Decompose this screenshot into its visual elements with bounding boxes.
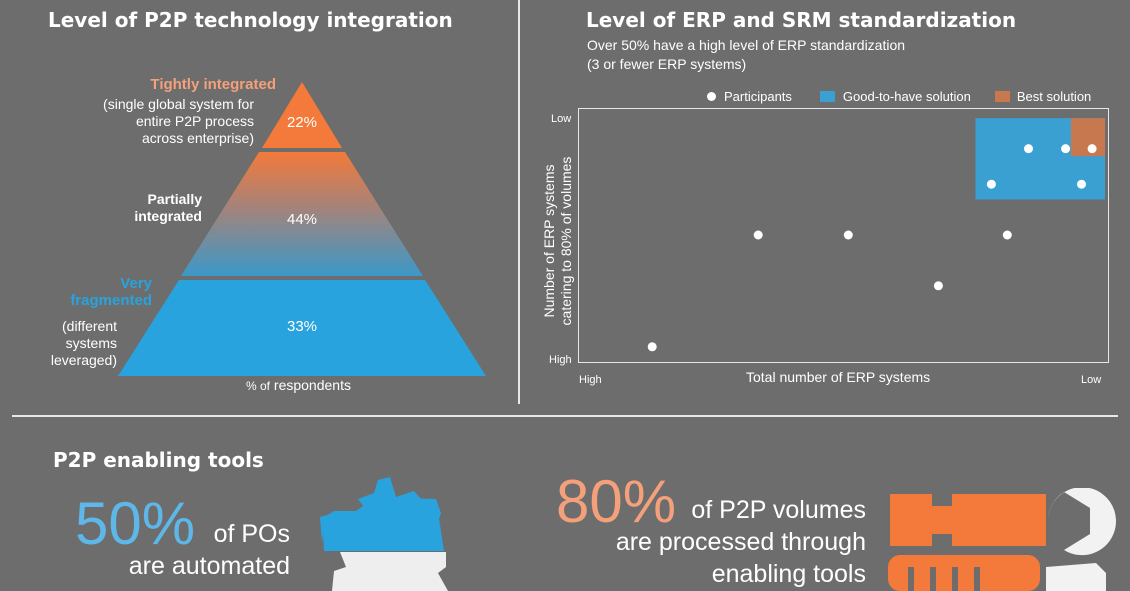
pyramid-tier-bottom	[118, 280, 486, 376]
participant-point	[986, 179, 996, 189]
tier-name-tight: Tightly integrated	[150, 76, 276, 93]
legend-swatch-good	[819, 91, 835, 102]
legend: Participants Good-to-have solution Best …	[707, 89, 1091, 104]
y-tick-top: Low	[551, 113, 572, 125]
scatter-title: Level of ERP and SRM standardization	[586, 8, 1017, 32]
wrench-icon	[890, 488, 1116, 556]
stat-50-value: 50%	[75, 490, 196, 557]
stat-50-text: of POs are automated	[128, 520, 290, 580]
plot-frame	[578, 108, 1109, 363]
x-tick-start: High	[579, 374, 602, 386]
pyramid-title: Level of P2P technology integration	[48, 8, 453, 32]
tier-value-partial: 44%	[286, 211, 318, 228]
gear-icon	[320, 477, 448, 591]
participant-point	[647, 342, 657, 352]
pyramid-tier-middle	[181, 152, 423, 276]
scatter-plot	[578, 108, 1109, 363]
tier-name-partial: Partially integrated	[134, 191, 202, 224]
pyramid-tier-top	[262, 82, 342, 148]
legend-label-best: Best solution	[1016, 89, 1092, 104]
participant-point	[843, 230, 853, 240]
tier-value-fragmented: 33%	[286, 318, 318, 335]
legend-dot-participants	[707, 92, 716, 101]
scatter-subtitle: Over 50% have a high level of ERP standa…	[587, 37, 906, 72]
pyramid-chart	[118, 82, 486, 376]
participant-point	[1087, 144, 1097, 154]
x-tick-end: Low	[1081, 374, 1102, 386]
tier-name-fragmented: Very fragmented	[70, 275, 152, 309]
x-axis-label: Total number of ERP systems	[746, 369, 931, 385]
horizontal-divider	[12, 415, 1118, 417]
y-axis-label: Number of ERP systems catering to 80% of…	[541, 156, 574, 326]
pyramid-x-caption: % of respondents	[246, 377, 351, 393]
tier-value-tight: 22%	[286, 114, 318, 131]
legend-label-good: Good-to-have solution	[842, 89, 971, 104]
participant-point	[753, 230, 763, 240]
legend-swatch-best	[994, 91, 1010, 102]
screwdriver-icon	[888, 555, 1106, 591]
participant-point	[1061, 144, 1071, 154]
participant-point	[1002, 230, 1012, 240]
participant-point	[933, 281, 943, 291]
participant-point	[1024, 144, 1033, 154]
region-best-solution	[1070, 118, 1105, 157]
tier-desc-fragmented: (different systems leveraged)	[50, 318, 117, 368]
participant-point	[1077, 179, 1086, 189]
vertical-divider	[518, 0, 520, 404]
tools-title: P2P enabling tools	[53, 448, 264, 472]
y-tick-bottom: High	[549, 354, 572, 366]
legend-label-participants: Participants	[724, 89, 792, 104]
stat-80-text: of P2P volumes are processed through ena…	[615, 496, 866, 588]
stat-80-value: 80%	[556, 468, 677, 535]
tier-desc-tight: (single global system for entire P2P pro…	[103, 96, 254, 146]
